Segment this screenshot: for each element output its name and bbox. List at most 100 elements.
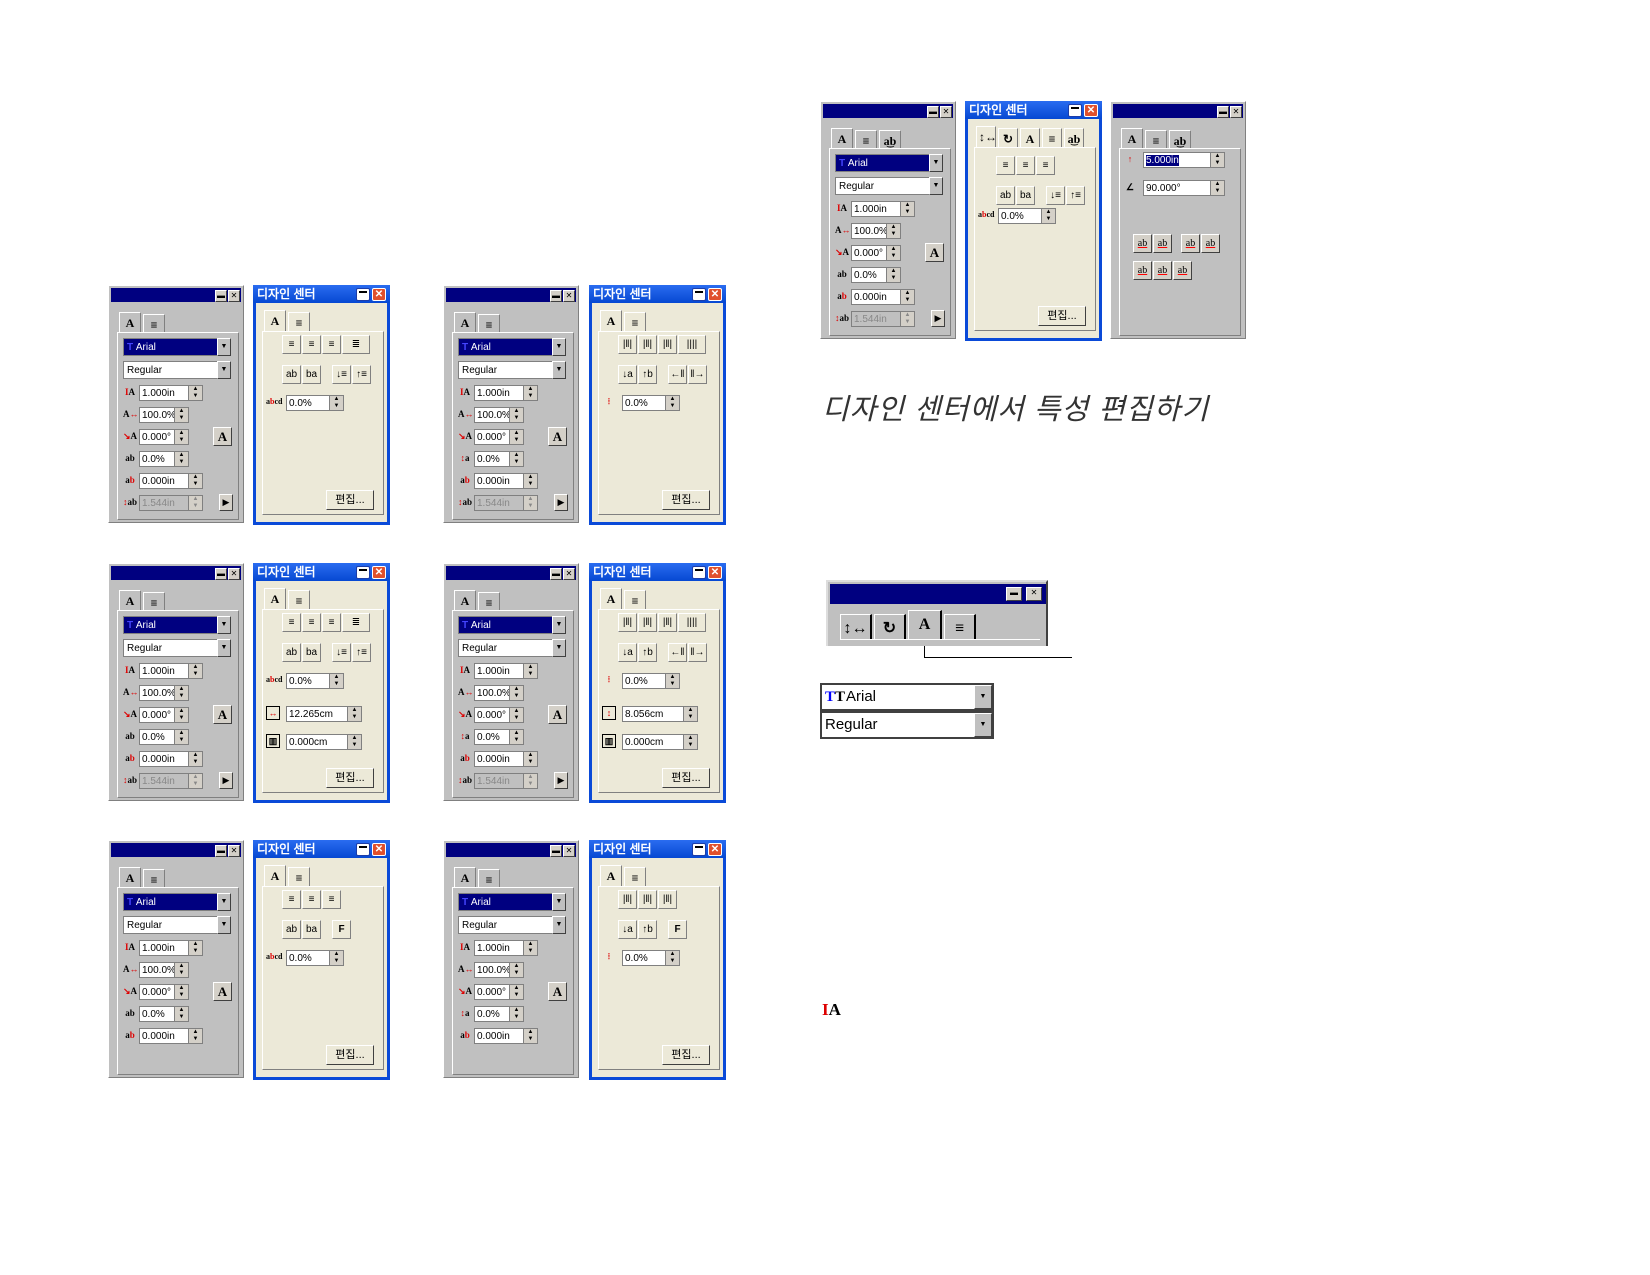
chevron-down-icon[interactable]: ▼ — [552, 893, 566, 911]
rtl-button[interactable]: ba — [302, 365, 321, 384]
title-bar[interactable]: 디자인 센터 ✕ — [965, 101, 1102, 119]
tab-text-on-arc[interactable]: a͜b — [879, 130, 901, 149]
character-format-button[interactable]: A — [213, 427, 232, 446]
close-button[interactable]: ✕ — [228, 568, 240, 580]
value-field[interactable]: 0.000° ▲ ▼ — [474, 707, 524, 723]
chevron-down-icon[interactable]: ▼ — [929, 177, 943, 195]
tab-text-on-arc[interactable]: a͜b — [1064, 128, 1084, 147]
spinner[interactable]: ▲ ▼ — [509, 708, 523, 722]
value-field[interactable]: 0.000in ▲ ▼ — [851, 289, 915, 305]
tab-align[interactable]: ≡ — [1042, 128, 1062, 147]
font-name-dropdown[interactable]: T Arial ▼ — [123, 616, 231, 634]
spinner[interactable]: ▲ ▼ — [1210, 181, 1224, 195]
value-field[interactable]: 0.000° ▲ ▼ — [139, 984, 189, 1000]
up-order-button[interactable]: ↑≡ — [1066, 186, 1085, 205]
font-style-dropdown[interactable]: Regular ▼ — [123, 916, 231, 934]
title-bar[interactable]: ▬ ✕ — [446, 566, 576, 580]
tab-font-A[interactable]: A — [119, 867, 141, 888]
arc-ab-button[interactable]: ab — [1181, 234, 1200, 253]
up-order-button[interactable]: ↑≡ — [352, 365, 371, 384]
minimize-button[interactable]: ▬ — [550, 845, 562, 857]
spinner[interactable]: ▲ ▼ — [665, 396, 679, 410]
close-button[interactable]: ✕ — [228, 845, 240, 857]
value-field[interactable]: 1.000in ▲ ▼ — [139, 385, 203, 401]
value-field[interactable]: 0.000in ▲ ▼ — [474, 473, 538, 489]
font-style-dropdown[interactable]: Regular ▼ — [458, 361, 566, 379]
spinner[interactable]: ▲ ▼ — [188, 1029, 202, 1043]
edit-button[interactable]: 편집... — [662, 490, 710, 510]
chevron-down-icon[interactable]: ▼ — [552, 916, 566, 934]
value-field[interactable]: 100.0% ▲ ▼ — [474, 962, 524, 978]
font-style-dropdown[interactable]: Regular ▼ — [123, 639, 231, 657]
spinner[interactable]: ▲ ▼ — [174, 985, 188, 999]
spinner[interactable]: ▲ ▼ — [329, 396, 343, 410]
chevron-down-icon[interactable]: ▼ — [217, 639, 231, 657]
rtl-button[interactable]: ba — [302, 643, 321, 662]
valign-bottom-button[interactable]: |‖| — [658, 890, 677, 909]
value-field[interactable]: 0.000cm ▲ ▼ — [622, 734, 698, 750]
font-style-dropdown[interactable]: Regular ▼ — [835, 177, 943, 195]
minimize-button[interactable]: ▬ — [550, 290, 562, 302]
edit-button[interactable]: 편집... — [662, 1045, 710, 1065]
tab-spacing[interactable]: ↕↔ — [976, 126, 997, 147]
valign-center-button[interactable]: |‖| — [638, 613, 657, 632]
value-field[interactable]: 0.0% ▲ ▼ — [474, 729, 524, 745]
vjustify-button[interactable]: |||| — [678, 335, 706, 354]
title-bar[interactable]: 디자인 센터 ✕ — [253, 285, 390, 303]
spinner[interactable]: ▲ ▼ — [665, 674, 679, 688]
title-bar[interactable]: ▬ ✕ — [111, 288, 241, 302]
spinner[interactable]: ▲ ▼ — [329, 674, 343, 688]
title-bar[interactable]: 디자인 센터 ✕ — [589, 563, 726, 581]
spinner[interactable]: ▲ ▼ — [683, 707, 697, 721]
spinner[interactable]: ▲ ▼ — [683, 735, 697, 749]
tab-align[interactable]: ≡ — [288, 590, 310, 609]
value-field[interactable]: 0.0% ▲ ▼ — [139, 451, 189, 467]
close-button[interactable]: ✕ — [708, 843, 722, 856]
font-name-dropdown[interactable]: T Arial ▼ — [458, 338, 566, 356]
value-field[interactable]: 0.0% ▲ ▼ — [286, 950, 344, 966]
arc-top-cd-button[interactable]: ab — [1133, 234, 1152, 253]
spinner[interactable]: ▲ ▼ — [509, 452, 523, 466]
value-field[interactable]: 0.0% ▲ ▼ — [474, 451, 524, 467]
value-field[interactable]: 0.0% ▲ ▼ — [139, 1006, 189, 1022]
tab-font-A[interactable]: A — [831, 128, 853, 149]
down-order-button[interactable]: ↓≡ — [332, 643, 351, 662]
tab-font-A[interactable]: A — [454, 590, 476, 611]
value-field[interactable]: 0.000° ▲ ▼ — [474, 984, 524, 1000]
value-field[interactable]: 0.0% ▲ ▼ — [286, 673, 344, 689]
spinner[interactable]: ▲ ▼ — [665, 951, 679, 965]
close-button[interactable]: ✕ — [708, 288, 722, 301]
arc-under-button[interactable]: ab — [1133, 261, 1152, 280]
chevron-down-icon[interactable]: ▼ — [974, 713, 992, 737]
title-bar[interactable]: ▬ ✕ — [446, 288, 576, 302]
align-center-button[interactable]: ≡ — [302, 890, 321, 909]
close-button[interactable]: ✕ — [1026, 587, 1042, 601]
value-field[interactable]: 100.0% ▲ ▼ — [139, 685, 189, 701]
minimize-button[interactable]: ▬ — [1006, 587, 1022, 601]
font-style-dropdown[interactable]: Regular ▼ — [123, 361, 231, 379]
chevron-down-icon[interactable]: ▼ — [217, 361, 231, 379]
btt-button[interactable]: ↑b — [638, 643, 657, 662]
text-on-path-button[interactable]: F — [332, 920, 351, 939]
close-button[interactable]: ✕ — [228, 290, 240, 302]
title-bar[interactable]: 디자인 센터 ✕ — [253, 563, 390, 581]
align-left-button[interactable]: ≡ — [282, 335, 301, 354]
title-bar[interactable]: ▬ ✕ — [446, 843, 576, 857]
spinner[interactable]: ▲ ▼ — [509, 430, 523, 444]
spinner[interactable]: ▲ ▼ — [523, 941, 537, 955]
close-button[interactable]: ✕ — [563, 568, 575, 580]
value-field[interactable]: 1.000in ▲ ▼ — [851, 201, 915, 217]
tab-spacing[interactable]: ↕↔ — [840, 614, 872, 640]
character-format-button[interactable]: A — [213, 705, 232, 724]
tab-font-A[interactable]: A — [119, 312, 141, 333]
spinner[interactable]: ▲ ▼ — [1210, 153, 1224, 167]
spinner[interactable]: ▲ ▼ — [174, 1007, 188, 1021]
spinner[interactable]: ▲ ▼ — [886, 224, 900, 238]
arc-top-ab-button[interactable]: ab — [1153, 234, 1172, 253]
spinner[interactable]: ▲ ▼ — [900, 290, 914, 304]
spinner[interactable]: ▲ ▼ — [174, 963, 188, 977]
up-order-button[interactable]: ↑≡ — [352, 643, 371, 662]
minimize-button[interactable] — [356, 566, 370, 579]
title-bar[interactable]: ▬ ✕ — [111, 843, 241, 857]
value-field[interactable]: 100.0% ▲ ▼ — [474, 407, 524, 423]
